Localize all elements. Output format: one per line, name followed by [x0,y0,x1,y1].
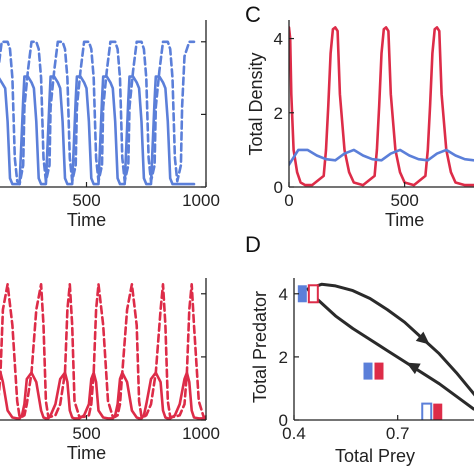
panel-a-x-tick-label-0: 500 [72,191,100,210]
panel-c-x-axis-label: Time [385,210,424,230]
panel-c-x-tick-label-1: 500 [390,191,418,210]
panel-c-series-2-line [289,148,474,166]
panel-b: 500 1000 Time [0,278,220,463]
panel-d-marker-prey-box [363,362,373,380]
panel-a-plot [0,40,196,186]
panel-b-series-2-line [0,282,206,419]
panel-c-y-axis-label: Total Density [246,52,266,155]
panel-b-x-tick-label-0: 500 [72,424,100,443]
panel-d-marker-prey-box [297,285,307,303]
panel-a-series-2-line [0,40,196,186]
panel-d-plot [297,282,474,420]
panel-d-marker-prey-box [421,402,433,420]
panel-d-state-marker-3 [421,402,443,420]
panel-c-y-tick-label-0: 0 [274,178,283,197]
panel-d-marker-predator-box [307,284,319,304]
panel-d-marker-predator-box [433,403,443,420]
panel-d-arrow-2 [406,362,421,375]
panel-c-x-tick-label-0: 0 [284,191,293,210]
panel-d-x-tick-label-1: 0.7 [386,424,410,443]
panel-d-state-marker-1 [297,284,319,304]
panel-d-x-axis-label: Total Prey [335,446,415,466]
panel-c-y-tick-label-2: 4 [274,30,283,49]
panel-d: D 0 2 4 0.4 0.7 Total Prey Total Predator [245,232,474,466]
panel-d-marker-predator-box [374,362,384,380]
panel-c-label: C [245,2,261,27]
panel-c-y-tick-label-1: 2 [274,104,283,123]
panel-a-x-tick-label-1: 1000 [182,191,220,210]
panel-d-arrow-1 [415,331,430,345]
panel-d-trajectory-line [306,282,474,411]
panel-d-label: D [245,232,261,257]
panel-d-y-tick-label-1: 2 [279,348,288,367]
panel-a-series-1-line [0,75,196,186]
panel-b-plot [0,282,206,420]
panel-b-x-tick-label-1: 1000 [182,424,220,443]
panel-c-series-1-line [289,26,474,187]
panel-d-x-tick-label-0: 0.4 [282,424,306,443]
panel-a-x-axis-label: Time [67,210,106,230]
panel-d-y-tick-label-0: 0 [279,411,288,430]
panel-d-y-tick-label-2: 4 [279,285,288,304]
panel-d-y-axis-label: Total Predator [250,291,270,403]
panel-a: 500 1000 Time [0,20,220,230]
panel-b-x-axis-label: Time [67,443,106,463]
panel-d-state-marker-2 [363,362,384,380]
panel-c-plot [289,26,474,187]
